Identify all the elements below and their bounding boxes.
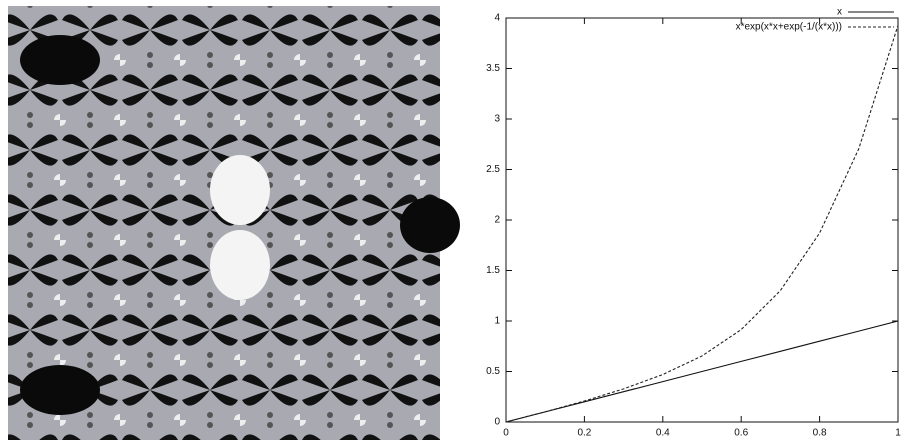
- y-tick-label: 1: [494, 316, 500, 327]
- x-tick-label: 0.4: [656, 428, 670, 439]
- line-series: [505, 25, 899, 423]
- y-tick-label: 1.5: [486, 265, 500, 276]
- y-tick-label: 3.5: [486, 63, 500, 74]
- y-tick-label: 0.5: [486, 366, 500, 377]
- x-tick-label: 0.8: [813, 428, 827, 439]
- fractal-image: [8, 6, 460, 440]
- y-tick-label: 0: [494, 417, 500, 428]
- x-tick-label: 1: [895, 428, 901, 439]
- x-tick-label: 0.2: [577, 428, 591, 439]
- x-tick-label: 0.6: [734, 428, 748, 439]
- legend-label: x*exp(x*x+exp(-1/(x*x))): [736, 22, 842, 33]
- plot-frame: [505, 17, 899, 423]
- y-tick-label: 2.5: [486, 164, 500, 175]
- legend-label: x: [837, 7, 842, 18]
- line-series: [505, 320, 899, 423]
- y-tick-label: 4: [494, 13, 500, 24]
- chart: 0 0.5 1 1.5 2 2.5 3 3.5 4 0 0.2 0.4 0.6 0.8 1 x x*exp(x*…: [486, 7, 901, 439]
- x-tick-label: 0: [503, 428, 509, 439]
- y-tick-label: 3: [494, 114, 500, 125]
- y-tick-label: 2: [494, 215, 500, 226]
